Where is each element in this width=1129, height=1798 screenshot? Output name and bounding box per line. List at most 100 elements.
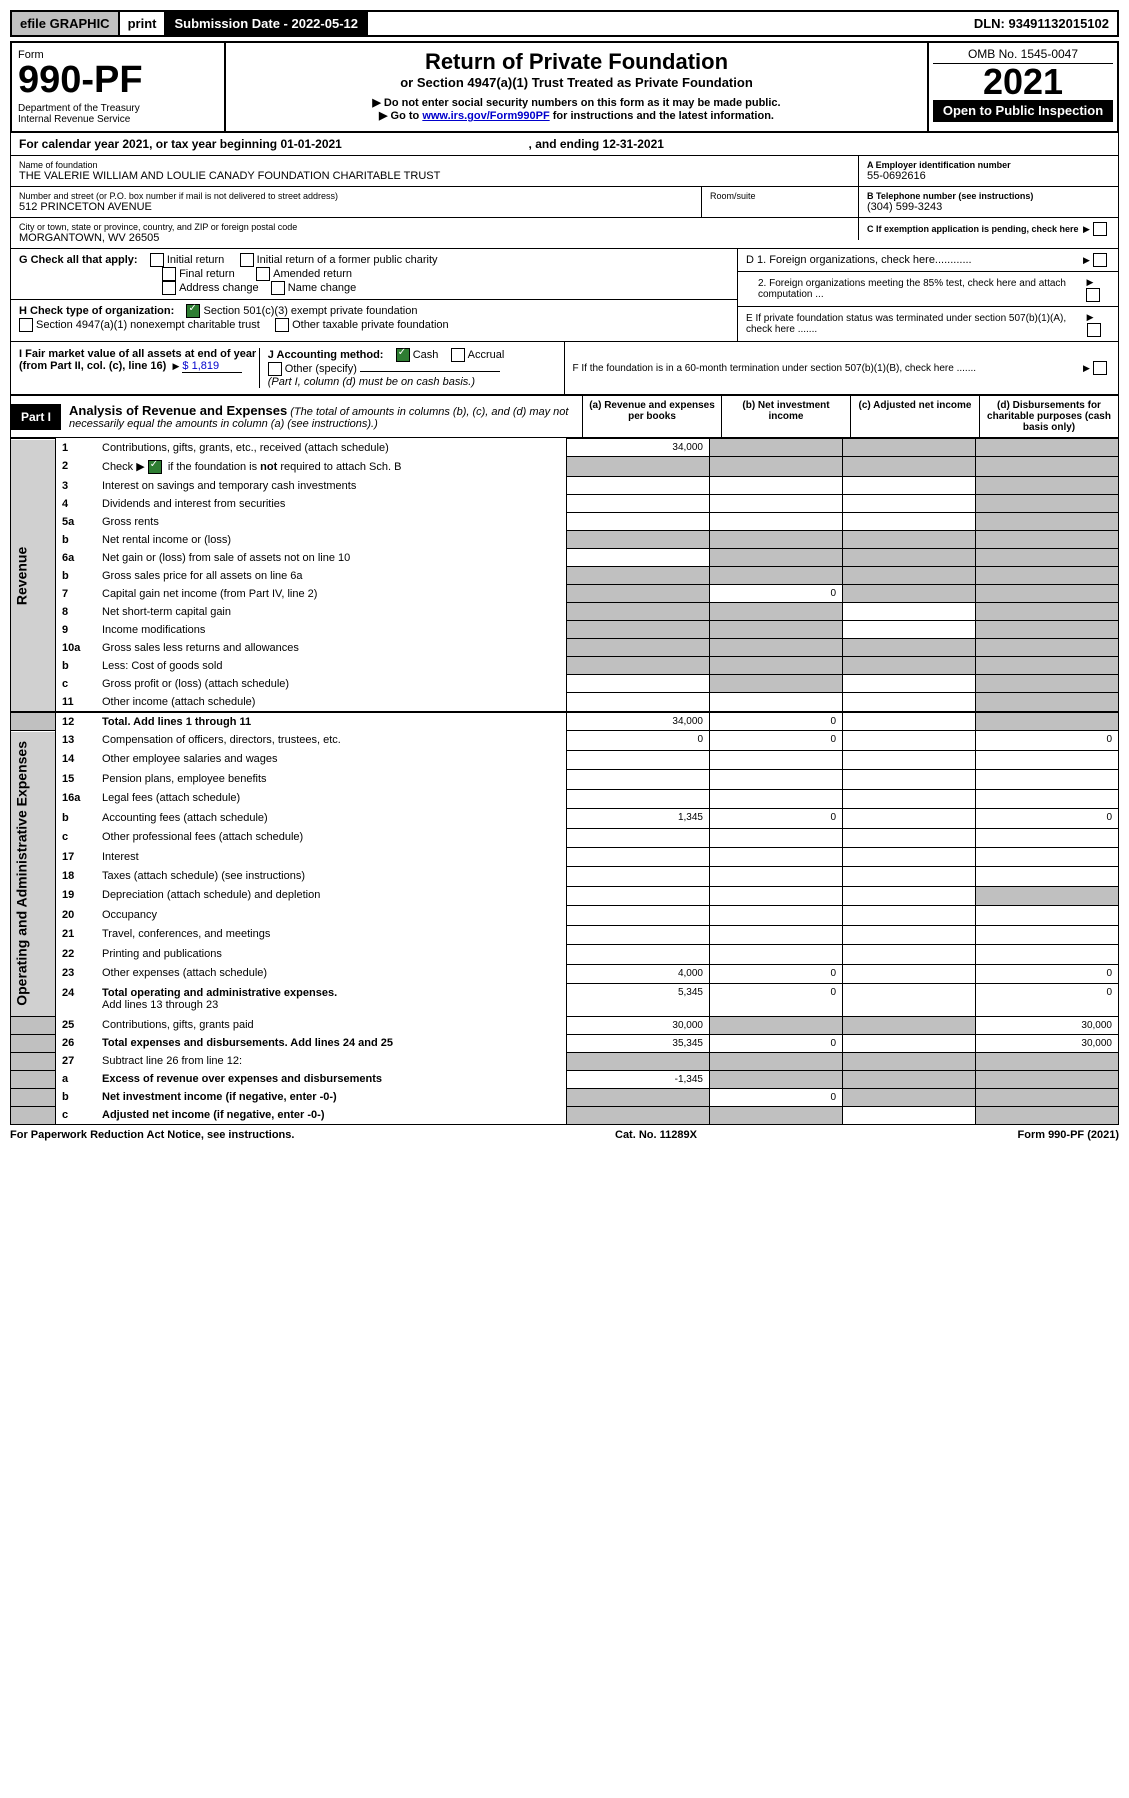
- h-row: H Check type of organization: Section 50…: [11, 300, 737, 336]
- table-row: bGross sales price for all assets on lin…: [11, 567, 1119, 585]
- form-subtitle: or Section 4947(a)(1) Trust Treated as P…: [236, 75, 917, 90]
- instr-1: ▶ Do not enter social security numbers o…: [236, 96, 917, 109]
- top-bar: efile GRAPHIC print Submission Date - 20…: [10, 10, 1119, 37]
- arrow-icon: [172, 360, 179, 372]
- f-label: F If the foundation is in a 60-month ter…: [573, 363, 977, 374]
- d1-checkbox[interactable]: [1093, 253, 1107, 267]
- table-row: 7Capital gain net income (from Part IV, …: [11, 585, 1119, 603]
- table-row: aExcess of revenue over expenses and dis…: [11, 1070, 1119, 1088]
- g-initial-former-checkbox[interactable]: [240, 253, 254, 267]
- foundation-name: THE VALERIE WILLIAM AND LOULIE CANADY FO…: [19, 170, 850, 182]
- table-row: cOther professional fees (attach schedul…: [11, 828, 1119, 847]
- table-row: 16aLegal fees (attach schedule): [11, 789, 1119, 808]
- table-row: 25Contributions, gifts, grants paid 30,0…: [11, 1016, 1119, 1034]
- dept-line1: Department of the Treasury: [18, 103, 218, 114]
- table-row: 17Interest: [11, 848, 1119, 867]
- table-row: 21Travel, conferences, and meetings: [11, 925, 1119, 944]
- table-row: 6aNet gain or (loss) from sale of assets…: [11, 549, 1119, 567]
- ijf-row: I Fair market value of all assets at end…: [10, 342, 1119, 395]
- check-section: G Check all that apply: Initial return I…: [10, 249, 1119, 342]
- j-other-checkbox[interactable]: [268, 362, 282, 376]
- table-row: 20Occupancy: [11, 906, 1119, 925]
- col-a-header: (a) Revenue and expenses per books: [582, 396, 721, 437]
- c-label: C If exemption application is pending, c…: [867, 224, 1079, 234]
- table-row: 3Interest on savings and temporary cash …: [11, 477, 1119, 495]
- table-row: Revenue 1 Contributions, gifts, grants, …: [11, 439, 1119, 457]
- open-inspection: Open to Public Inspection: [933, 100, 1113, 122]
- g-label: G Check all that apply:: [19, 254, 138, 266]
- g-name-change-checkbox[interactable]: [271, 281, 285, 295]
- col-c-header: (c) Adjusted net income: [850, 396, 979, 437]
- table-row: bNet rental income or (loss): [11, 531, 1119, 549]
- page-footer: For Paperwork Reduction Act Notice, see …: [10, 1125, 1119, 1141]
- j-accrual-checkbox[interactable]: [451, 348, 465, 362]
- h-4947-checkbox[interactable]: [19, 318, 33, 332]
- table-row: 15Pension plans, employee benefits: [11, 770, 1119, 789]
- street-value: 512 PRINCETON AVENUE: [19, 201, 693, 213]
- h-other-checkbox[interactable]: [275, 318, 289, 332]
- d1-label: D 1. Foreign organizations, check here..…: [746, 254, 972, 266]
- j-cash-checkbox[interactable]: [396, 348, 410, 362]
- table-row: 9Income modifications: [11, 621, 1119, 639]
- table-row: 5aGross rents: [11, 513, 1119, 531]
- name-label: Name of foundation: [19, 160, 850, 170]
- i-value: $ 1,819: [182, 360, 242, 373]
- d2-checkbox[interactable]: [1086, 288, 1100, 302]
- form-title: Return of Private Foundation: [236, 49, 917, 75]
- table-row: cGross profit or (loss) (attach schedule…: [11, 675, 1119, 693]
- line-24-desc: Total operating and administrative expen…: [96, 984, 567, 1016]
- column-headers: (a) Revenue and expenses per books (b) N…: [582, 396, 1118, 437]
- phone-value: (304) 599-3243: [867, 201, 1110, 213]
- table-row: 23Other expenses (attach schedule) 4,000…: [11, 964, 1119, 983]
- analysis-table: Revenue 1 Contributions, gifts, grants, …: [10, 438, 1119, 1125]
- form-number: 990-PF: [18, 61, 218, 99]
- table-row: 24 Total operating and administrative ex…: [11, 984, 1119, 1016]
- table-row: 11Other income (attach schedule): [11, 693, 1119, 712]
- g-amended-checkbox[interactable]: [256, 267, 270, 281]
- phone-label: B Telephone number (see instructions): [867, 191, 1110, 201]
- c-checkbox[interactable]: [1093, 222, 1107, 236]
- table-row: 18Taxes (attach schedule) (see instructi…: [11, 867, 1119, 886]
- dln: DLN: 93491132015102: [966, 12, 1117, 35]
- street-label: Number and street (or P.O. box number if…: [19, 191, 693, 201]
- table-row: bNet investment income (if negative, ent…: [11, 1088, 1119, 1106]
- g-initial-return-checkbox[interactable]: [150, 253, 164, 267]
- table-row: 2 Check ▶ if the foundation is not requi…: [11, 457, 1119, 477]
- city-label: City or town, state or province, country…: [19, 222, 850, 232]
- col-d-header: (d) Disbursements for charitable purpose…: [979, 396, 1118, 437]
- col-b-header: (b) Net investment income: [721, 396, 850, 437]
- efile-label: efile GRAPHIC: [12, 12, 120, 35]
- arrow-icon: [1086, 276, 1093, 288]
- irs-link[interactable]: www.irs.gov/Form990PF: [422, 110, 549, 122]
- table-row: 22Printing and publications: [11, 945, 1119, 964]
- table-row: 8Net short-term capital gain: [11, 603, 1119, 621]
- g-final-return-checkbox[interactable]: [162, 267, 176, 281]
- line-1-desc: Contributions, gifts, grants, etc., rece…: [96, 439, 567, 457]
- g-address-change-checkbox[interactable]: [162, 281, 176, 295]
- part1-title: Analysis of Revenue and Expenses: [69, 403, 287, 418]
- ein-value: 55-0692616: [867, 170, 1110, 182]
- arrow-icon: [1083, 254, 1090, 266]
- revenue-side-label: Revenue: [11, 439, 56, 712]
- j-label: J Accounting method:: [268, 349, 384, 361]
- h-501c3-checkbox[interactable]: [186, 304, 200, 318]
- table-row: 4Dividends and interest from securities: [11, 495, 1119, 513]
- table-row: 26Total expenses and disbursements. Add …: [11, 1034, 1119, 1052]
- arrow-icon: [1087, 311, 1094, 323]
- j-note: (Part I, column (d) must be on cash basi…: [268, 376, 475, 388]
- table-row: 14Other employee salaries and wages: [11, 750, 1119, 769]
- print-label[interactable]: print: [120, 12, 167, 35]
- table-row: 27Subtract line 26 from line 12:: [11, 1052, 1119, 1070]
- table-row: Operating and Administrative Expenses 13…: [11, 731, 1119, 750]
- city-value: MORGANTOWN, WV 26505: [19, 232, 850, 244]
- part1-label: Part I: [11, 404, 61, 430]
- line-2-checkbox[interactable]: [148, 460, 162, 474]
- table-row: cAdjusted net income (if negative, enter…: [11, 1106, 1119, 1125]
- e-label: E If private foundation status was termi…: [746, 313, 1087, 335]
- e-checkbox[interactable]: [1087, 323, 1101, 337]
- footer-left: For Paperwork Reduction Act Notice, see …: [10, 1129, 294, 1141]
- ein-label: A Employer identification number: [867, 160, 1110, 170]
- line-2-desc: Check ▶ if the foundation is not require…: [96, 457, 567, 477]
- f-checkbox[interactable]: [1093, 361, 1107, 375]
- arrow-icon: [1083, 362, 1090, 374]
